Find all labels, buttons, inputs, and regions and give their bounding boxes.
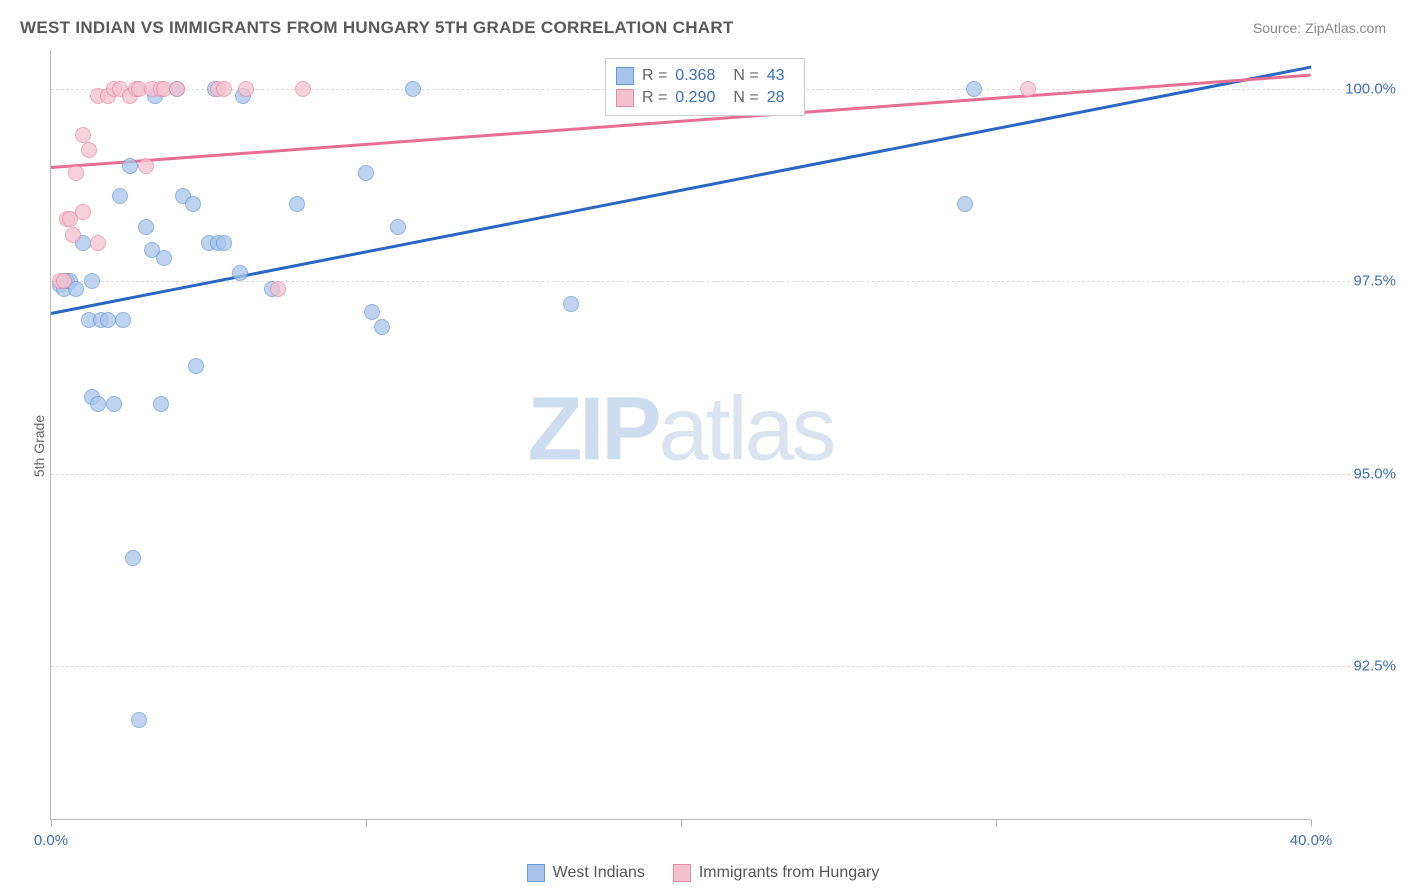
data-point (125, 550, 141, 566)
data-point (75, 127, 91, 143)
data-point (65, 227, 81, 243)
stat-r-value: 0.290 (675, 89, 715, 107)
chart-title: WEST INDIAN VS IMMIGRANTS FROM HUNGARY 5… (20, 18, 734, 38)
data-point (216, 81, 232, 97)
data-point (188, 358, 204, 374)
legend-swatch (527, 864, 545, 882)
data-point (185, 196, 201, 212)
y-axis-label: 5th Grade (31, 415, 47, 477)
data-point (90, 235, 106, 251)
bottom-legend: West Indians Immigrants from Hungary (0, 864, 1406, 882)
x-tick-label: 40.0% (1290, 832, 1333, 849)
data-point (68, 165, 84, 181)
data-point (374, 319, 390, 335)
data-point (390, 219, 406, 235)
legend-item: Immigrants from Hungary (673, 864, 880, 882)
stats-legend: R = 0.368 N = 43 R = 0.290 N = 28 (605, 58, 806, 116)
data-point (138, 158, 154, 174)
data-point (122, 158, 138, 174)
stat-r-value: 0.368 (675, 67, 715, 85)
source-label: Source: ZipAtlas.com (1253, 20, 1386, 36)
watermark: ZIPatlas (527, 378, 833, 481)
data-point (270, 281, 286, 297)
chart-plot-area: ZIPatlas 92.5%95.0%97.5%100.0%0.0%40.0%R… (50, 50, 1310, 820)
data-point (1020, 81, 1036, 97)
data-point (957, 196, 973, 212)
data-point (56, 273, 72, 289)
chart-header: WEST INDIAN VS IMMIGRANTS FROM HUNGARY 5… (20, 18, 1386, 38)
x-tick (1311, 819, 1312, 827)
data-point (81, 142, 97, 158)
data-point (289, 196, 305, 212)
data-point (295, 81, 311, 97)
y-tick-label: 95.0% (1353, 465, 1396, 482)
gridline (51, 281, 1360, 282)
data-point (153, 396, 169, 412)
legend-swatch (616, 67, 634, 85)
data-point (358, 165, 374, 181)
data-point (106, 396, 122, 412)
stats-row: R = 0.290 N = 28 (616, 87, 795, 109)
data-point (115, 312, 131, 328)
stat-n-label: N = (733, 89, 758, 107)
data-point (90, 396, 106, 412)
data-point (131, 712, 147, 728)
stat-n-value: 28 (767, 89, 785, 107)
x-tick (51, 819, 52, 827)
legend-label: West Indians (553, 864, 645, 882)
data-point (156, 250, 172, 266)
x-tick (681, 819, 682, 827)
data-point (138, 219, 154, 235)
stat-n-value: 43 (767, 67, 785, 85)
y-tick-label: 92.5% (1353, 658, 1396, 675)
x-tick (366, 819, 367, 827)
data-point (100, 312, 116, 328)
data-point (75, 204, 91, 220)
data-point (563, 296, 579, 312)
legend-swatch (673, 864, 691, 882)
y-tick-label: 100.0% (1345, 80, 1396, 97)
legend-swatch (616, 89, 634, 107)
y-tick-label: 97.5% (1353, 273, 1396, 290)
stat-r-label: R = (642, 67, 667, 85)
x-tick-label: 0.0% (34, 832, 68, 849)
data-point (84, 273, 100, 289)
data-point (112, 188, 128, 204)
legend-item: West Indians (527, 864, 645, 882)
data-point (405, 81, 421, 97)
data-point (364, 304, 380, 320)
data-point (216, 235, 232, 251)
data-point (238, 81, 254, 97)
data-point (966, 81, 982, 97)
gridline (51, 666, 1360, 667)
legend-label: Immigrants from Hungary (699, 864, 880, 882)
data-point (232, 265, 248, 281)
x-tick (996, 819, 997, 827)
data-point (169, 81, 185, 97)
gridline (51, 474, 1360, 475)
stat-r-label: R = (642, 89, 667, 107)
stat-n-label: N = (733, 67, 758, 85)
stats-row: R = 0.368 N = 43 (616, 65, 795, 87)
